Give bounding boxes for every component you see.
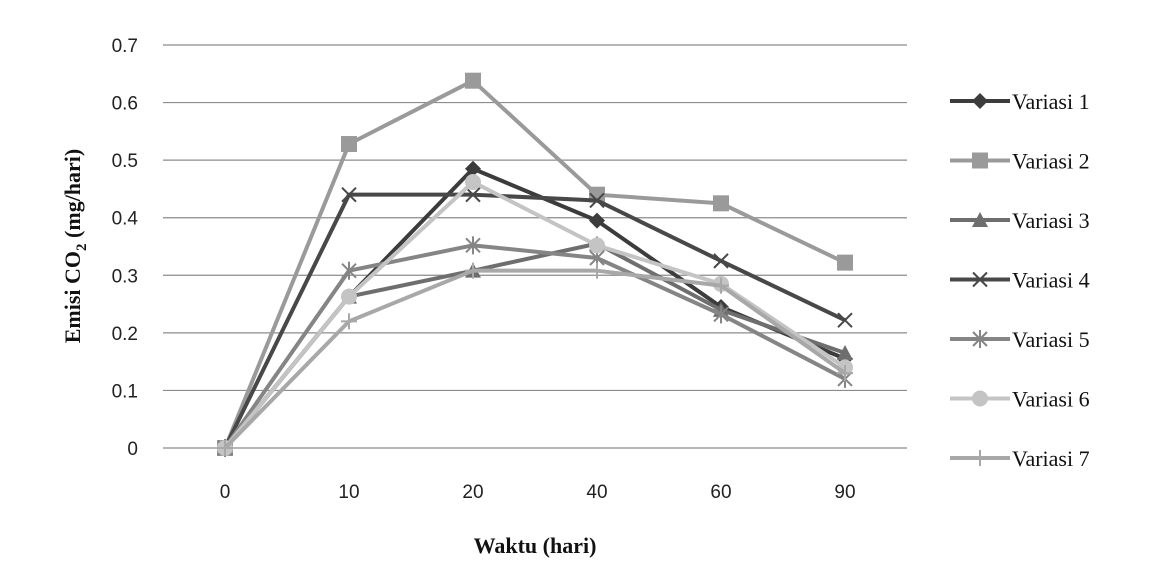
data-point-marker [341, 186, 357, 203]
y-axis-title-subscript: 2 [74, 243, 90, 251]
data-point-marker [589, 262, 605, 279]
series-line [223, 192, 846, 449]
legend-item: Variasi 4 [950, 268, 1090, 293]
data-point-marker [972, 93, 988, 109]
data-point-marker [341, 261, 357, 280]
data-point-marker [465, 186, 481, 203]
data-point-marker [972, 450, 988, 466]
legend-item: Variasi 2 [950, 149, 1090, 174]
y-axis-title-prefix: Emisi CO [60, 251, 85, 343]
legend-label: Variasi 7 [1012, 446, 1090, 471]
series-2 [217, 72, 853, 456]
legend-label: Variasi 2 [1012, 149, 1090, 174]
data-point-marker [589, 212, 605, 229]
data-point-marker [713, 195, 729, 212]
axes: 0 0.1 0.2 0.3 0.4 0.5 0.6 0.7 0 10 20 40 60 90 [112, 36, 856, 503]
y-tick-label: 0 [127, 439, 138, 460]
y-axis-title: Emisi CO2 (mg/hari) [60, 149, 90, 344]
y-tick-label: 0.3 [112, 266, 138, 287]
data-point-marker [972, 212, 988, 227]
legend-label: Variasi 4 [1012, 268, 1090, 293]
data-point-marker [341, 288, 357, 305]
legend-item: Variasi 3 [950, 208, 1090, 233]
data-point-marker [713, 305, 729, 324]
y-tick-label: 0.4 [112, 209, 139, 230]
y-tick-label: 0.7 [112, 36, 138, 57]
legend-item: Variasi 6 [950, 387, 1090, 412]
legend-item: Variasi 1 [950, 89, 1090, 114]
x-tick-label: 0 [220, 482, 231, 503]
legend: Variasi 1 Variasi 2 Variasi 3 Variasi 4 Vari… [950, 89, 1090, 471]
y-tick-label: 0.6 [112, 94, 138, 115]
data-point-marker [465, 72, 481, 89]
legend-label: Variasi 3 [1012, 208, 1090, 233]
data-point-marker [837, 365, 853, 382]
data-point-marker [465, 262, 481, 279]
y-tick-label: 0.1 [112, 381, 138, 402]
x-tick-label: 10 [338, 482, 359, 503]
data-point-marker [217, 440, 233, 456]
data-point-marker [341, 313, 357, 330]
data-point-marker [713, 277, 729, 294]
series-line [223, 268, 847, 450]
series-6 [217, 174, 853, 456]
data-point-marker [589, 192, 605, 209]
legend-item: Variasi 7 [950, 446, 1090, 471]
x-tick-label: 20 [462, 482, 483, 503]
data-point-marker [972, 330, 988, 348]
data-point-marker [972, 152, 988, 169]
data-point-marker [837, 345, 853, 361]
legend-item: Variasi 5 [950, 327, 1090, 352]
data-point-marker [589, 237, 605, 254]
series-4 [217, 186, 853, 456]
gridlines [163, 44, 907, 449]
data-point-marker [713, 253, 729, 269]
data-point-marker [972, 390, 988, 407]
x-axis-title: Waktu (hari) [474, 533, 597, 558]
data-point-marker [465, 174, 481, 191]
data-point-marker [972, 271, 988, 288]
legend-label: Variasi 5 [1012, 327, 1090, 352]
y-tick-label: 0.5 [112, 151, 138, 172]
x-tick-label: 40 [586, 482, 607, 503]
series-group [217, 72, 853, 457]
y-axis-title-suffix: (mg/hari) [60, 149, 85, 244]
legend-label: Variasi 1 [1012, 89, 1090, 114]
x-tick-label: 90 [834, 482, 855, 503]
series-line [223, 243, 846, 450]
data-point-marker [341, 136, 357, 153]
legend-label: Variasi 6 [1012, 387, 1090, 412]
data-point-marker [837, 312, 853, 328]
series-7 [217, 262, 853, 456]
data-point-marker [837, 254, 853, 271]
data-point-marker [465, 160, 481, 177]
y-tick-label: 0.2 [112, 324, 138, 345]
x-tick-label: 60 [710, 482, 731, 503]
series-line [223, 78, 846, 449]
data-point-marker [465, 236, 481, 255]
